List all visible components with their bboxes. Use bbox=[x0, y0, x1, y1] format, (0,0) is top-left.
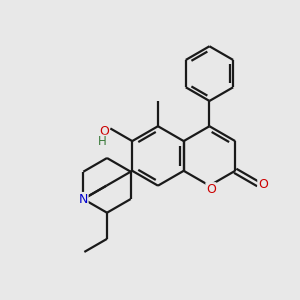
Text: O: O bbox=[206, 183, 216, 196]
Text: H: H bbox=[98, 135, 106, 148]
Text: N: N bbox=[79, 193, 88, 206]
Text: O: O bbox=[258, 178, 268, 191]
Text: O: O bbox=[99, 125, 109, 138]
